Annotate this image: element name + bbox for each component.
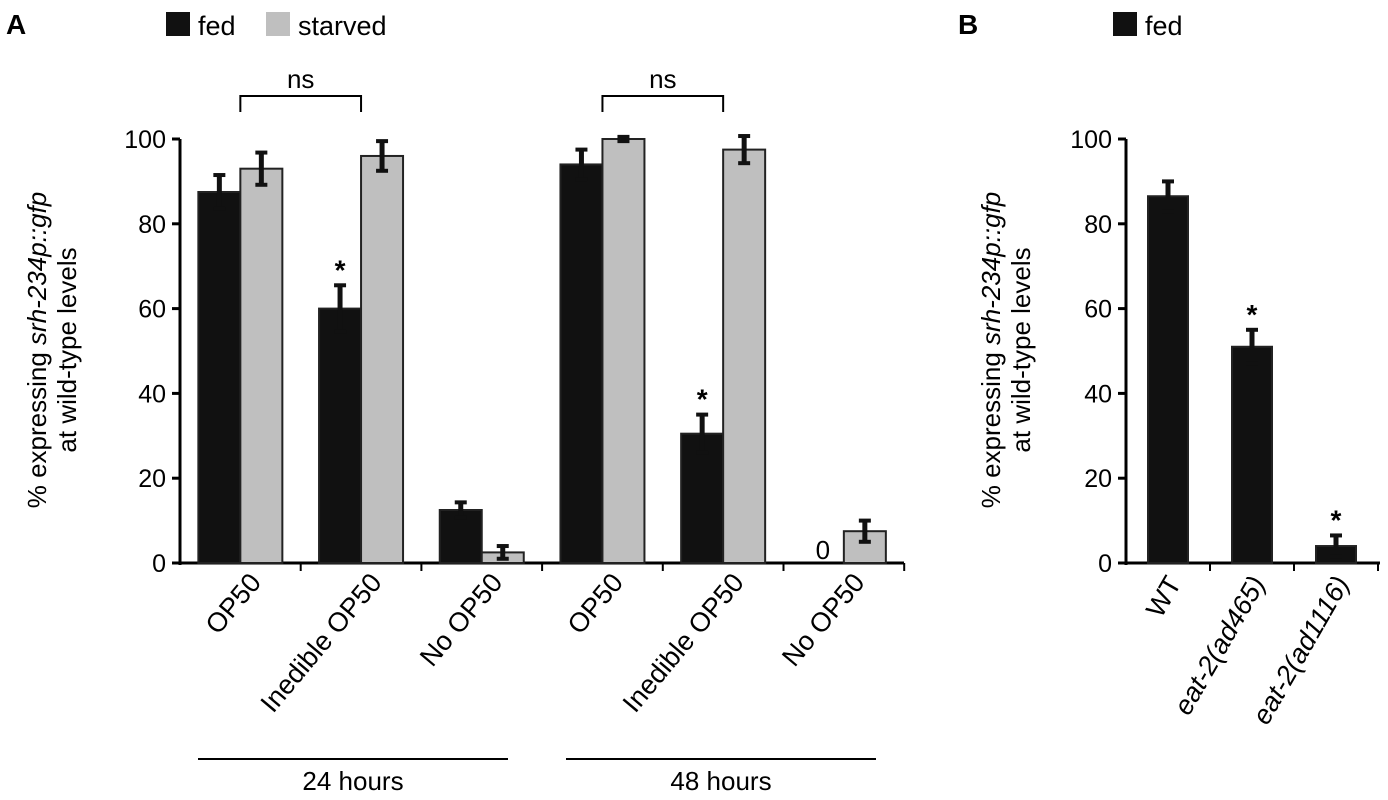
group-label-48h: 48 hours [670,766,771,796]
y-axis-label-b-line2: at wild-type levels [1006,247,1036,452]
significance-star: * [697,384,708,415]
legend-b: fed [1113,11,1183,41]
x-tick-label: WT [1140,571,1187,622]
significance-star: * [1331,504,1342,535]
bar-starved [360,154,405,565]
group-label-24h: 24 hours [302,766,403,796]
ns-bracket [601,95,725,112]
bar-fed [559,163,604,564]
bar-fed [318,307,363,564]
x-tick-label: OP50 [562,568,629,640]
ns-label: ns [649,64,676,94]
bar-starved [601,138,646,564]
bar-starved [239,167,284,564]
x-tick-label: OP50 [200,568,267,640]
bar-fed [1231,345,1273,565]
x-tick-label: Inedible OP50 [617,568,750,718]
y-tick-label: 80 [138,211,166,239]
ns-bracket [239,95,363,112]
legend-fed-swatch [166,12,190,36]
ns-label: ns [287,64,314,94]
y-tick-label: 20 [1084,465,1112,493]
x-tick-label: No OP50 [776,568,870,672]
plot-b: 020406080100WTeat-2(ad465)eat-2(ad1116)*… [1070,126,1380,729]
y-axis-label-a-line2: at wild-type levels [52,247,82,452]
bar-fed [1147,195,1189,565]
y-tick-label: 20 [138,465,166,493]
bar-starved [722,148,767,564]
legend-fed-swatch-b [1113,12,1137,36]
significance-star: * [1247,299,1258,330]
x-tick-label: No OP50 [414,568,508,672]
significance-star: * [335,254,346,285]
y-tick-label: 60 [1084,296,1112,324]
y-tick-label: 0 [1098,550,1112,578]
x-tick-label: Inedible OP50 [255,568,388,718]
y-tick-label: 60 [138,296,166,324]
panel-b-label: B [958,9,978,40]
panel-a-label: A [6,9,26,40]
bar-fed [197,191,242,564]
y-axis-label-b-line1: % expressing srh-234p::gfp [976,192,1006,509]
legend-a: fed starved [166,11,387,41]
legend-starved-swatch [266,12,290,36]
y-tick-label: 40 [1084,380,1112,408]
y-axis-label-a-line1: % expressing srh-234p::gfp [22,192,52,509]
y-tick-label: 100 [1070,126,1112,154]
y-tick-label: 80 [1084,211,1112,239]
y-tick-label: 100 [124,126,166,154]
legend-fed-label: fed [198,11,236,41]
legend-starved-label: starved [298,11,387,41]
zero-label: 0 [816,535,830,565]
y-tick-label: 40 [138,380,166,408]
legend-fed-label-b: fed [1145,11,1183,41]
y-tick-label: 0 [152,550,166,578]
